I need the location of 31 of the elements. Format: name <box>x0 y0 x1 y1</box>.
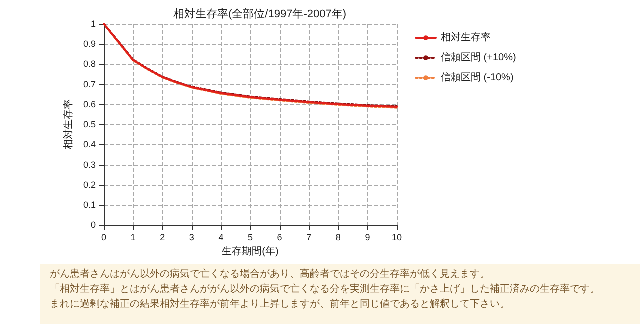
y-tick-label: 0.6 <box>83 99 96 110</box>
y-tick-label: 0.1 <box>83 200 96 210</box>
x-tick-label: 8 <box>336 232 341 243</box>
text: がん患者さんはがん以外の病気で亡くなる場合があり、高齢者ではその分生存率が低く見えます。 <box>50 268 491 282</box>
text: まれに過剰な補正の結果相対生存率が前年より上昇しますが、前年と同じ値であると解釈して下さい。 <box>50 298 511 312</box>
x-tick-label: 9 <box>365 232 370 243</box>
x-tick-label: 4 <box>218 232 224 243</box>
chart-title: 相対生存率(全部位/1997年-2007年) <box>174 8 346 20</box>
text: 「相対生存率」とはがん患者さんががん以外の病気で亡くなる分を実測生存率に「かさ上げ」した補正済みの生存率です。 <box>50 282 601 297</box>
x-tick-label: 10 <box>392 232 402 243</box>
y-tick-label: 0.5 <box>83 120 96 130</box>
y-tick-label: 1 <box>90 19 96 29</box>
y-tick-label: 0.4 <box>83 140 96 150</box>
x-tick-label: 1 <box>130 232 136 243</box>
legend-label: 相対生存率 <box>441 32 491 44</box>
x-axis-title: 生存期間(年) <box>222 246 279 258</box>
y-tick-label: 0.8 <box>83 59 96 70</box>
x-tick-label: 0 <box>101 232 107 243</box>
x-tick-label: 6 <box>277 232 282 243</box>
x-tick-label: 5 <box>248 232 254 243</box>
y-tick-label: 0.7 <box>83 79 96 90</box>
legend-label: 信頼区間 (-10%) <box>441 72 514 84</box>
x-tick-label: 3 <box>189 232 194 243</box>
y-tick-label: 0.9 <box>83 39 96 50</box>
y-tick-label: 0.2 <box>83 180 96 190</box>
y-tick-label: 0 <box>90 220 96 230</box>
x-tick-label: 7 <box>306 232 312 243</box>
legend-label: 信頼区間 (+10%) <box>441 52 516 64</box>
y-axis-title: 相対生存率 <box>62 100 74 150</box>
x-tick-label: 2 <box>160 232 166 243</box>
y-tick-label: 0.3 <box>83 160 96 170</box>
